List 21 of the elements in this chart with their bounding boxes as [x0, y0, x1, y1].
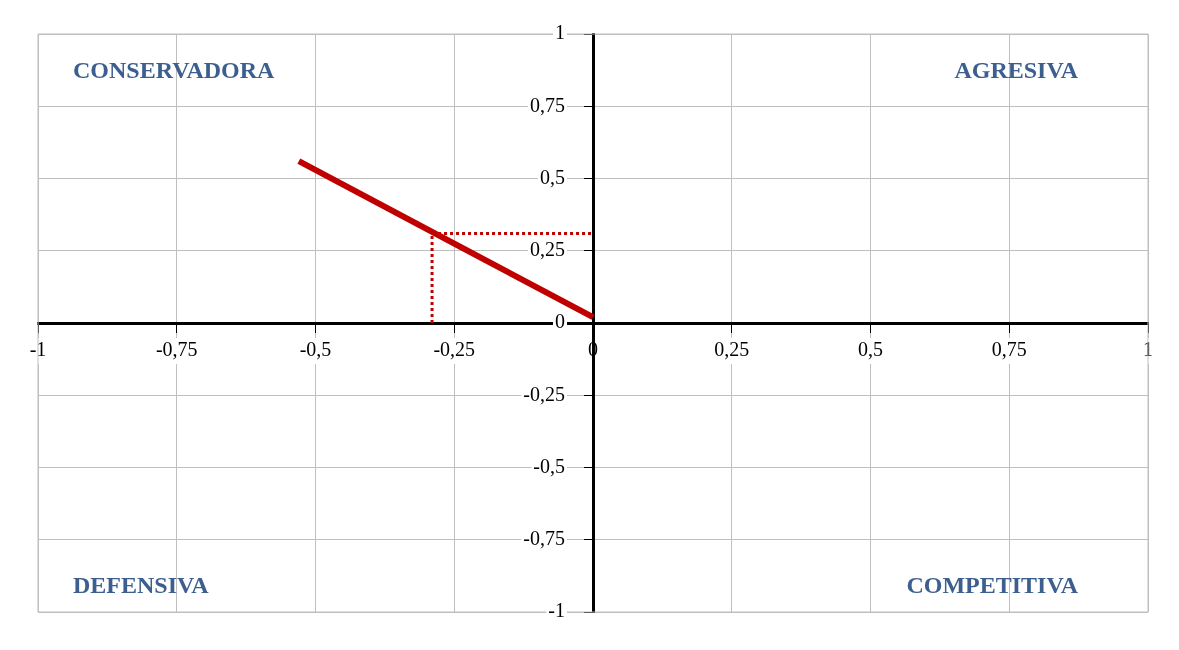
x-tick-label: 1 [1143, 338, 1153, 361]
y-tick-label: 1 [555, 21, 565, 44]
annotation: AGRESIVA [954, 57, 1079, 84]
y-tick-label: -0,25 [523, 382, 565, 405]
y-tick-label: 0,25 [530, 238, 565, 260]
y-tick-label: 0 [555, 310, 565, 333]
x-tick-label: 0,5 [858, 338, 883, 361]
annotation: CONSERVADORA [73, 57, 276, 84]
x-tick-label: 0,75 [991, 338, 1027, 361]
annotation: COMPETITIVA [906, 572, 1079, 599]
annotation: DEFENSIVA [73, 572, 210, 599]
x-tick-label: -1 [29, 338, 47, 361]
y-tick-label: 0,75 [530, 93, 565, 116]
x-tick-label: -0,75 [155, 338, 198, 361]
y-tick-label: 0,5 [540, 165, 565, 188]
x-tick-label: -0,5 [299, 338, 332, 361]
y-tick-label: -1 [548, 599, 565, 622]
y-tick-label: -0,5 [533, 454, 565, 477]
y-tick-label: -0,75 [523, 527, 565, 549]
x-tick-label: 0,25 [714, 338, 750, 361]
x-tick-label: -0,25 [433, 338, 476, 361]
